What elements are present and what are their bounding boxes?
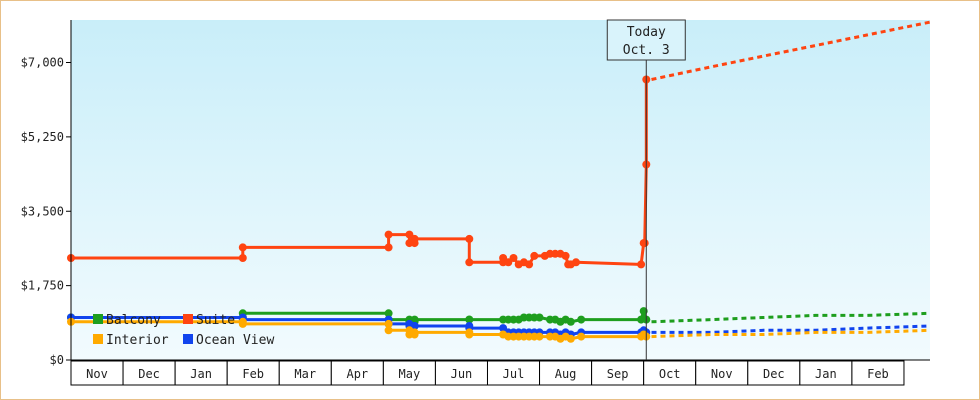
- x-axis: Nov Dec Jan Feb Mar Apr May Jun Jul Aug Sep Oct Nov D…: [70, 360, 905, 386]
- legend-swatch-balcony: [93, 314, 103, 324]
- x-month-cell: [226, 360, 280, 386]
- legend-swatch-ocean-view: [183, 334, 193, 344]
- series-point-interior: [566, 334, 575, 343]
- series-point-interior: [465, 330, 474, 339]
- today-marker: Today Oct. 3: [606, 19, 686, 360]
- series-point-suite: [637, 260, 646, 269]
- x-tick-label: Feb: [242, 367, 264, 381]
- x-month-cell: [539, 360, 593, 386]
- axes: [70, 20, 930, 361]
- series-point-suite: [410, 234, 419, 243]
- series-point-suite: [509, 254, 518, 262]
- y-axis-ticks: $0 $1,750 $3,500 $5,250 $7,000: [21, 56, 71, 367]
- series-point-interior: [384, 326, 393, 335]
- today-box: [606, 19, 686, 61]
- x-tick-label: Aug: [555, 367, 577, 381]
- legend: Balcony Suite Interior Ocean View: [93, 313, 274, 348]
- series-point-suite: [530, 251, 539, 260]
- series-point-suite: [561, 251, 570, 260]
- x-month-cell: [799, 360, 853, 386]
- y-tick-label: $7,000: [21, 56, 64, 70]
- series-point-balcony: [465, 315, 474, 324]
- series-point-interior: [384, 319, 393, 328]
- series-point-interior: [535, 332, 544, 341]
- x-tick-label: Nov: [711, 367, 733, 381]
- forecast-line-interior: [651, 328, 931, 339]
- series-point-balcony: [384, 309, 393, 318]
- series-point-suite: [384, 230, 393, 239]
- series-interior: [67, 317, 931, 343]
- legend-label-interior: Interior: [106, 333, 169, 348]
- legend-swatch-interior: [93, 334, 103, 344]
- series-point-balcony: [566, 317, 575, 326]
- x-tick-label: Nov: [86, 367, 108, 381]
- legend-label-suite: Suite: [196, 313, 235, 328]
- legend-label-balcony: Balcony: [106, 313, 161, 328]
- series-point-suite: [238, 254, 247, 262]
- x-tick-label: Sep: [607, 367, 629, 381]
- today-label: Today: [627, 25, 666, 40]
- series-point-suite: [465, 234, 474, 243]
- x-month-cell: [122, 360, 176, 386]
- series-point-suite: [465, 258, 474, 267]
- series-lines: [67, 20, 931, 343]
- series-point-suite: [640, 239, 649, 248]
- y-tick-label: $3,500: [21, 204, 64, 218]
- x-tick-label: Apr: [346, 367, 368, 381]
- x-tick-label: Jan: [190, 367, 212, 381]
- x-month-cell: [330, 360, 384, 386]
- x-month-cell: [643, 360, 697, 386]
- x-tick-label: Dec: [138, 367, 160, 381]
- x-month-cell: [851, 360, 905, 386]
- series-point-balcony: [535, 313, 544, 322]
- forecast-line-ocean-view: [651, 324, 931, 334]
- x-tick-label: May: [399, 367, 421, 381]
- series-point-suite: [525, 260, 534, 269]
- legend-swatch-suite: [183, 314, 193, 324]
- y-tick-label: $5,250: [21, 130, 64, 144]
- series-point-suite: [238, 243, 247, 252]
- x-month-cell: [591, 360, 645, 386]
- x-month-cell: [747, 360, 801, 386]
- x-tick-label: Mar: [294, 367, 316, 381]
- x-tick-label: Oct: [659, 367, 681, 381]
- series-point-suite: [572, 258, 580, 267]
- x-tick-label: Jul: [503, 367, 525, 381]
- x-tick-label: Jan: [815, 367, 837, 381]
- legend-label-ocean-view: Ocean View: [196, 333, 274, 348]
- y-tick-label: $0: [50, 353, 64, 367]
- series-point-interior: [238, 319, 247, 328]
- x-month-cell: [434, 360, 488, 386]
- series-point-interior: [577, 332, 586, 341]
- x-tick-label: Jun: [451, 367, 473, 381]
- x-month-cell: [382, 360, 436, 386]
- y-tick-label: $1,750: [21, 279, 64, 293]
- x-month-cell: [70, 360, 124, 386]
- x-month-cell: [174, 360, 228, 386]
- forecast-line-balcony: [651, 311, 931, 324]
- series-point-balcony: [577, 315, 586, 324]
- series-point-balcony: [639, 307, 648, 316]
- plot-area: [71, 20, 930, 360]
- series-suite: [67, 20, 931, 269]
- series-point-interior: [410, 328, 419, 337]
- today-date: Oct. 3: [623, 43, 670, 58]
- x-tick-label: Feb: [867, 367, 889, 381]
- x-tick-label: Dec: [763, 367, 785, 381]
- series-point-suite: [384, 243, 393, 252]
